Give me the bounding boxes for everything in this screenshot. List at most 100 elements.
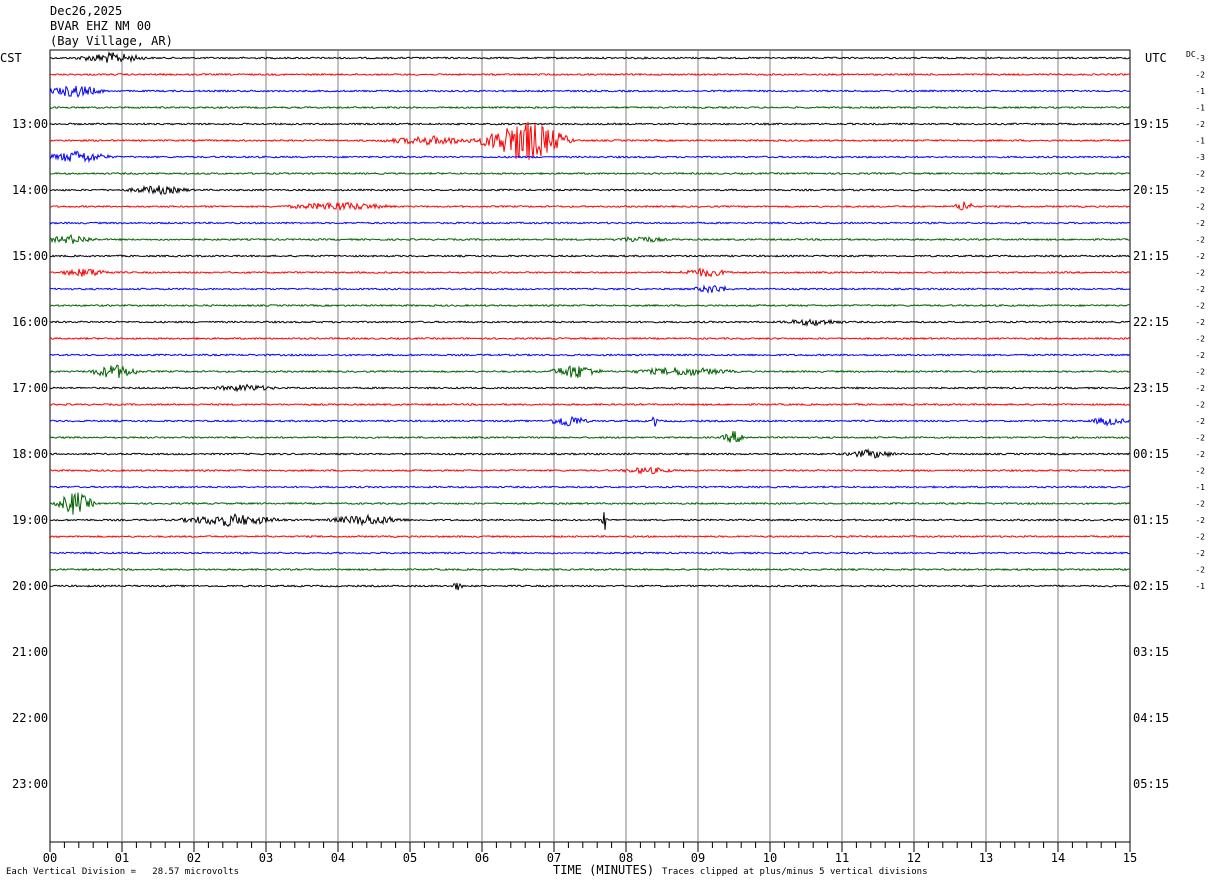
seismic-trace — [49, 284, 1131, 294]
right-axis-title: UTC — [1145, 51, 1167, 65]
dc-offset-label: -2 — [1195, 203, 1205, 212]
dc-offset-label: -1 — [1195, 137, 1205, 146]
left-axis-title: CST — [0, 51, 22, 65]
dc-offset-label: -2 — [1195, 467, 1205, 476]
header-location: (Bay Village, AR) — [50, 34, 173, 48]
seismic-trace — [50, 512, 1131, 530]
dc-offset-label: -2 — [1195, 417, 1205, 426]
dc-offset-label: -2 — [1195, 434, 1205, 443]
seismic-trace — [49, 318, 1131, 328]
seismic-trace — [49, 383, 1131, 393]
dc-offset-label: -2 — [1195, 236, 1205, 245]
right-hour-label: 03:15 — [1133, 645, 1169, 659]
right-hour-label: 19:15 — [1133, 117, 1169, 131]
seismic-trace — [49, 221, 1131, 225]
dc-offset-label: -1 — [1195, 87, 1205, 96]
dc-offset-label: -2 — [1195, 549, 1205, 558]
right-hour-label: 22:15 — [1133, 315, 1169, 329]
left-hour-label: 15:00 — [12, 249, 48, 263]
left-hour-label: 19:00 — [12, 513, 48, 527]
right-hour-label: 20:15 — [1133, 183, 1169, 197]
x-tick-label: 09 — [691, 851, 705, 865]
plot-frame — [49, 49, 1131, 843]
x-tick-label: 07 — [547, 851, 561, 865]
left-hour-label: 18:00 — [12, 447, 48, 461]
dc-offset-label: -2 — [1195, 269, 1205, 278]
dc-header: DC — [1186, 50, 1196, 59]
seismic-trace — [49, 122, 1131, 126]
x-tick-label: 03 — [259, 851, 273, 865]
dc-offset-label: -2 — [1195, 450, 1205, 459]
x-tick-label: 00 — [43, 851, 57, 865]
seismic-trace — [49, 582, 1131, 591]
dc-offset-label: -2 — [1195, 302, 1205, 311]
seismic-trace — [49, 466, 1131, 475]
dc-offset-label: -2 — [1195, 318, 1205, 327]
seismic-trace — [49, 171, 1131, 176]
seismic-trace — [49, 415, 1131, 427]
dc-offset-label: -1 — [1195, 582, 1205, 591]
left-hour-label: 13:00 — [12, 117, 48, 131]
x-tick-label: 13 — [979, 851, 993, 865]
dc-offset-label: -2 — [1195, 368, 1205, 377]
seismic-trace — [49, 402, 1131, 407]
x-tick-label: 05 — [403, 851, 417, 865]
dc-offset-label: -2 — [1195, 566, 1205, 575]
dc-offset-label: -2 — [1195, 71, 1205, 80]
dc-offset-label: -2 — [1195, 120, 1205, 129]
seismic-trace — [49, 336, 1131, 341]
x-tick-label: 14 — [1051, 851, 1065, 865]
seismic-trace — [49, 85, 1131, 98]
dc-offset-label: -2 — [1195, 516, 1205, 525]
dc-offset-label: -2 — [1195, 335, 1205, 344]
right-hour-label: 00:15 — [1133, 447, 1169, 461]
left-hour-label: 22:00 — [12, 711, 48, 725]
header-station: BVAR EHZ NM 00 — [50, 19, 152, 33]
header-date: Dec26,2025 — [50, 4, 123, 18]
left-hour-label: 21:00 — [12, 645, 48, 659]
dc-offset-label: -2 — [1195, 533, 1205, 542]
seismic-trace — [49, 492, 1131, 515]
seismic-trace — [49, 184, 1130, 196]
seismic-trace — [49, 201, 1131, 211]
dc-offset-label: -2 — [1195, 384, 1205, 393]
x-tick-label: 02 — [187, 851, 201, 865]
dc-offset-label: -2 — [1195, 351, 1205, 360]
seismic-trace — [49, 551, 1131, 555]
right-hour-label: 01:15 — [1133, 513, 1169, 527]
seismic-trace — [49, 150, 1131, 164]
seismic-trace — [49, 254, 1131, 258]
seismic-trace — [49, 448, 1131, 459]
x-tick-label: 10 — [763, 851, 777, 865]
x-tick-label: 15 — [1123, 851, 1137, 865]
seismic-trace — [49, 72, 1131, 77]
seismic-trace — [49, 121, 1131, 160]
dc-offset-label: -2 — [1195, 186, 1205, 195]
dc-offset-label: -1 — [1195, 104, 1205, 113]
left-hour-label: 14:00 — [12, 183, 48, 197]
x-tick-label: 04 — [331, 851, 345, 865]
right-hour-label: 02:15 — [1133, 579, 1169, 593]
seismic-trace — [49, 50, 1131, 63]
x-tick-label: 12 — [907, 851, 921, 865]
footer-clip-note: Traces clipped at plus/minus 5 vertical … — [662, 867, 928, 877]
left-hour-label: 23:00 — [12, 777, 48, 791]
x-tick-label: 01 — [115, 851, 129, 865]
left-hour-label: 17:00 — [12, 381, 48, 395]
seismic-trace — [49, 233, 1131, 244]
dc-offset-label: -2 — [1195, 500, 1205, 509]
x-tick-label: 08 — [619, 851, 633, 865]
seismic-trace — [49, 105, 1131, 110]
right-hour-label: 21:15 — [1133, 249, 1169, 263]
dc-offset-label: -2 — [1195, 401, 1205, 410]
dc-offset-label: -3 — [1195, 153, 1205, 162]
dc-offset-label: -2 — [1195, 285, 1205, 294]
seismic-trace — [49, 534, 1131, 539]
seismic-trace — [49, 353, 1131, 357]
dc-offset-label: -1 — [1195, 483, 1205, 492]
dc-offset-label: -2 — [1195, 219, 1205, 228]
seismic-trace — [49, 267, 1131, 278]
right-hour-label: 05:15 — [1133, 777, 1169, 791]
left-hour-label: 20:00 — [12, 579, 48, 593]
